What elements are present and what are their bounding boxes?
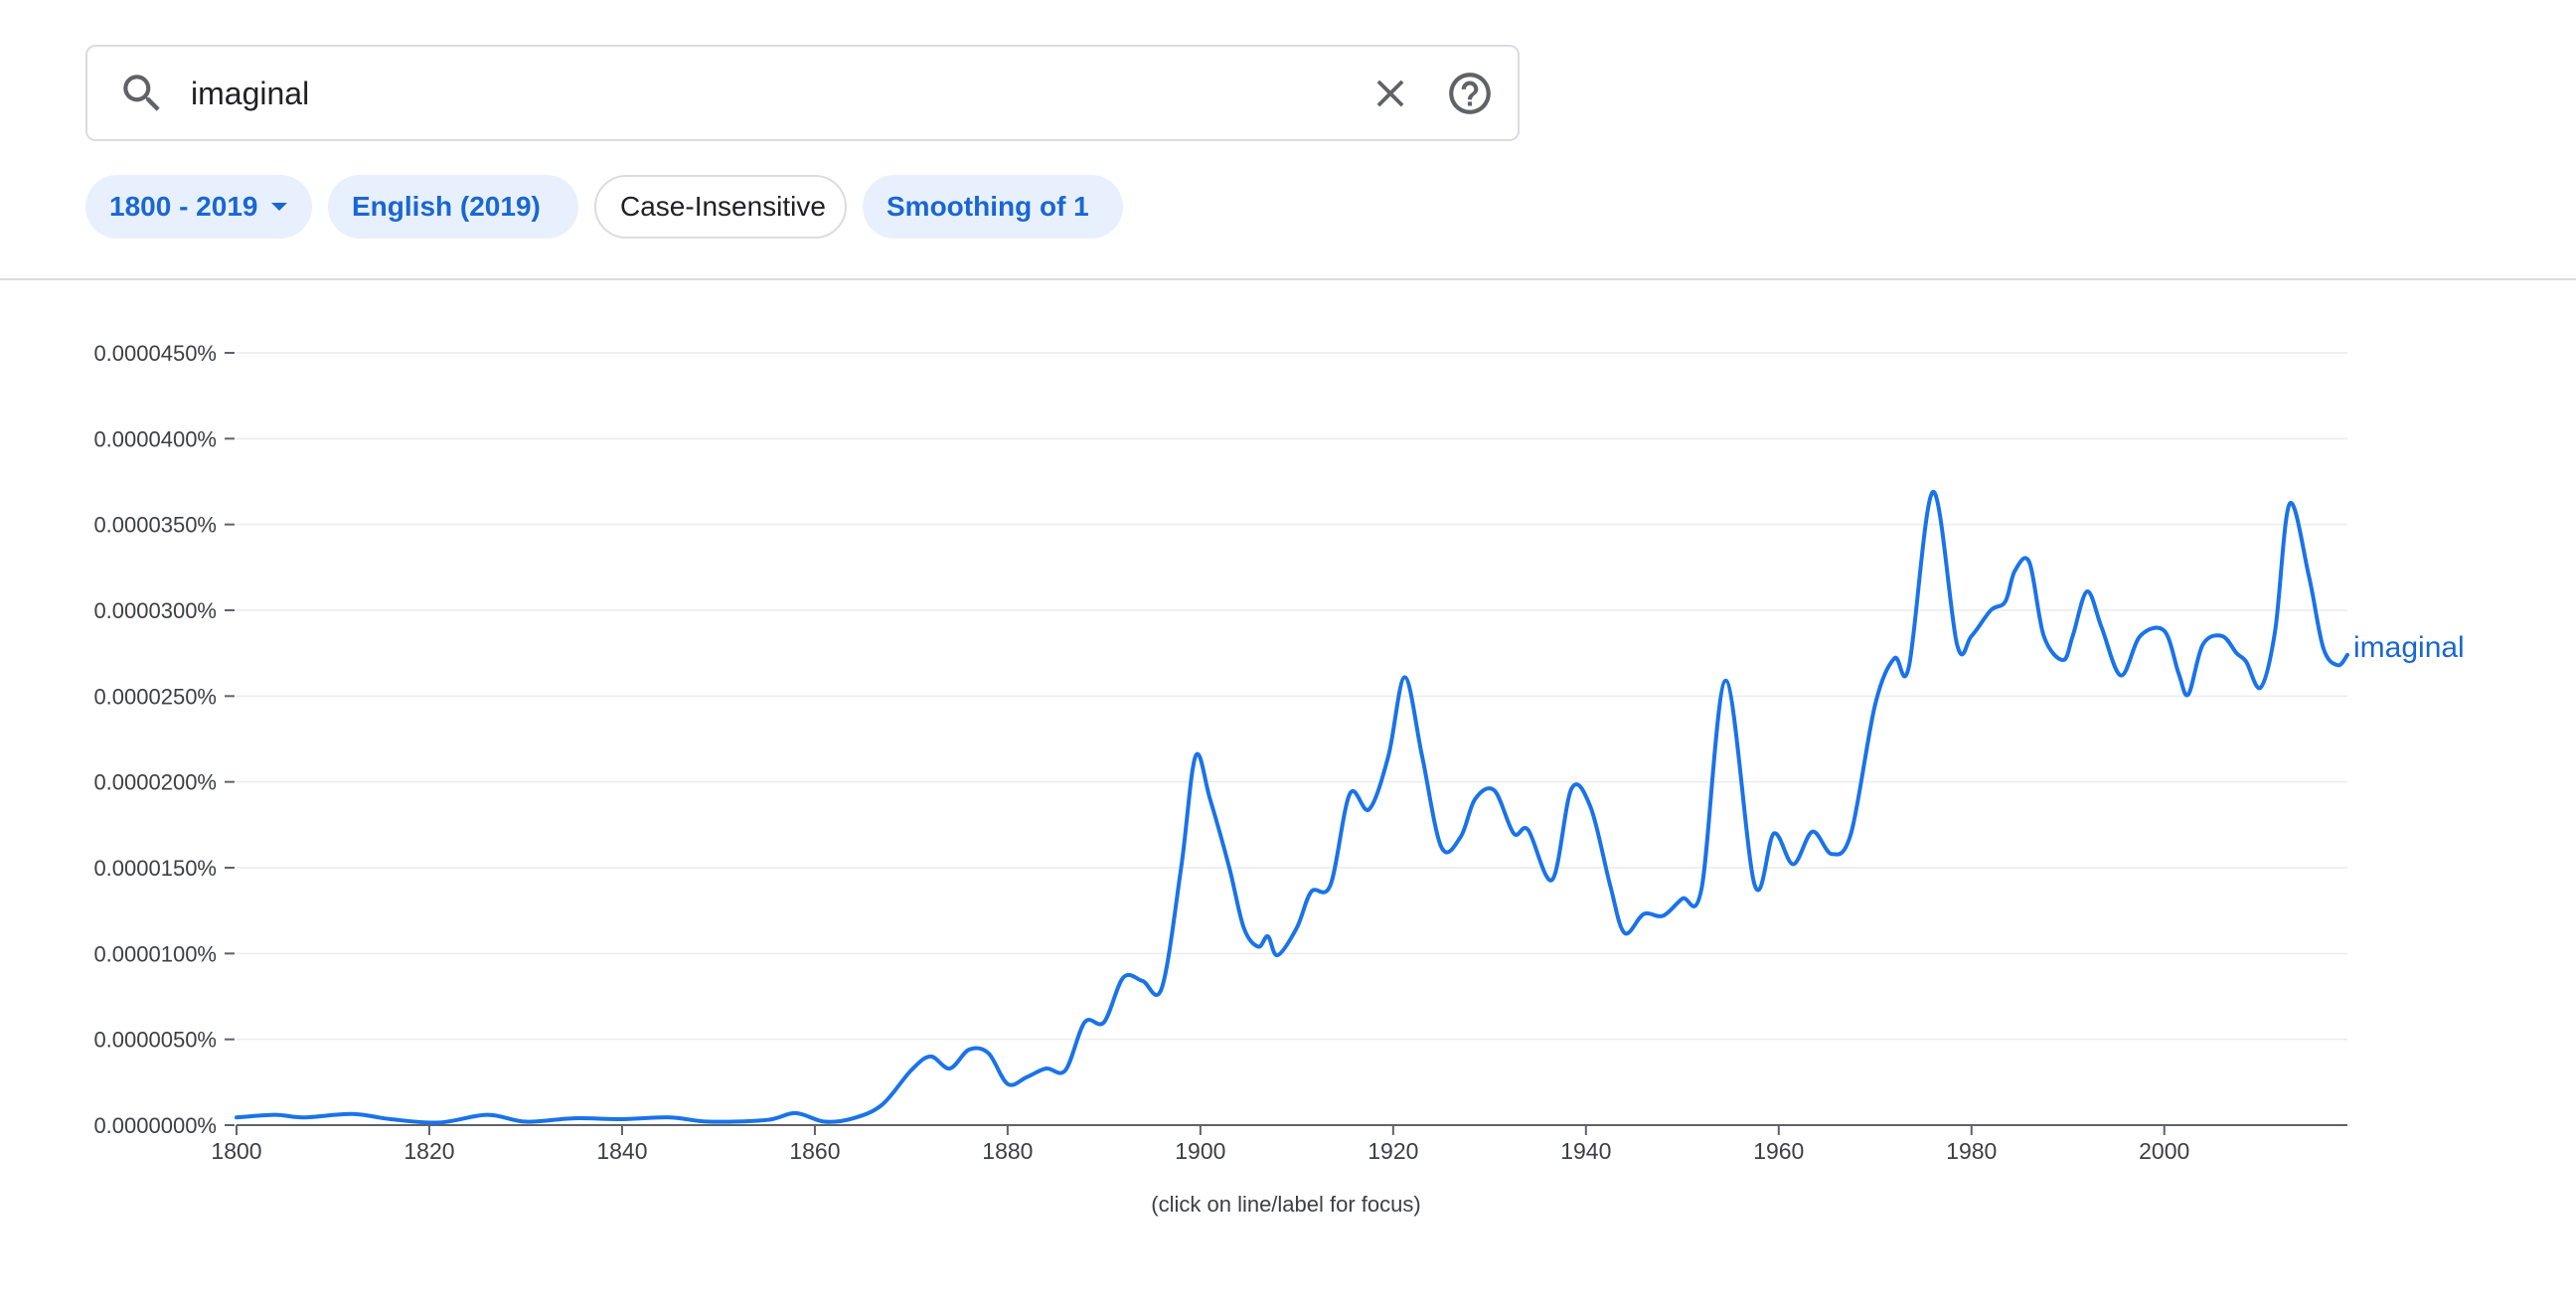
y-tick-label: 0.0000000% bbox=[93, 1113, 217, 1138]
x-tick-label: 1800 bbox=[211, 1138, 261, 1164]
search-box[interactable] bbox=[85, 45, 1520, 141]
x-tick-label: 1820 bbox=[403, 1138, 454, 1164]
x-tick-label: 1860 bbox=[789, 1138, 840, 1164]
y-tick-label: 0.0000200% bbox=[93, 770, 217, 795]
year-range-label: 1800 - 2019 bbox=[109, 191, 258, 222]
header-divider bbox=[0, 278, 2576, 280]
x-tick-label: 1980 bbox=[1946, 1138, 1997, 1164]
case-insensitive-label: Case-Insensitive bbox=[620, 191, 826, 222]
corpus-chip[interactable]: English (2019) bbox=[328, 175, 578, 239]
y-tick-label: 0.0000150% bbox=[93, 856, 217, 881]
y-tick-label: 0.0000250% bbox=[93, 684, 217, 709]
search-input[interactable] bbox=[191, 65, 1344, 122]
close-icon[interactable] bbox=[1368, 71, 1413, 116]
grid-lines bbox=[237, 352, 2347, 1041]
x-tick-label: 1960 bbox=[1753, 1138, 1804, 1164]
x-tick-label: 1880 bbox=[982, 1138, 1033, 1164]
y-axis: 0.0000000% 0.0000050% 0.0000100% 0.0000150%… bbox=[93, 341, 235, 1138]
corpus-label: English (2019) bbox=[352, 191, 541, 222]
smoothing-chip[interactable]: Smoothing of 1 bbox=[863, 175, 1123, 239]
x-tick-label: 1940 bbox=[1560, 1138, 1611, 1164]
x-tick-label: 2000 bbox=[2139, 1138, 2189, 1164]
footnote-text: (click on line/label for focus) bbox=[1151, 1192, 1421, 1217]
y-tick-label: 0.0000450% bbox=[93, 341, 217, 366]
y-tick-label: 0.0000050% bbox=[93, 1028, 217, 1053]
x-tick-label: 1920 bbox=[1368, 1138, 1418, 1164]
ngram-chart: 0.0000000% 0.0000050% 0.0000100% 0.0000150%… bbox=[93, 341, 2465, 1164]
y-tick-label: 0.0000400% bbox=[93, 426, 217, 451]
y-tick-label: 0.0000300% bbox=[93, 598, 217, 623]
help-icon[interactable] bbox=[1445, 69, 1495, 118]
series-group: imaginal bbox=[235, 489, 2465, 1125]
smoothing-label: Smoothing of 1 bbox=[886, 191, 1089, 222]
case-insensitive-chip[interactable]: Case-Insensitive bbox=[594, 175, 847, 239]
search-icon bbox=[123, 74, 160, 111]
chevron-down-icon bbox=[271, 203, 288, 211]
chart-footnote: (click on line/label for focus) bbox=[0, 1192, 2576, 1218]
x-axis: 1800 1820 1840 1860 1880 1900 1920 1940 1960 1980… bbox=[211, 1124, 2347, 1164]
y-tick-label: 0.0000350% bbox=[93, 513, 217, 538]
y-tick-label: 0.0000100% bbox=[93, 941, 217, 966]
year-range-chip[interactable]: 1800 - 2019 bbox=[85, 175, 312, 239]
x-tick-label: 1840 bbox=[596, 1138, 647, 1164]
series-line-imaginal[interactable] bbox=[235, 489, 2349, 1125]
series-label-imaginal[interactable]: imaginal bbox=[2353, 631, 2465, 664]
x-tick-label: 1900 bbox=[1175, 1138, 1225, 1164]
